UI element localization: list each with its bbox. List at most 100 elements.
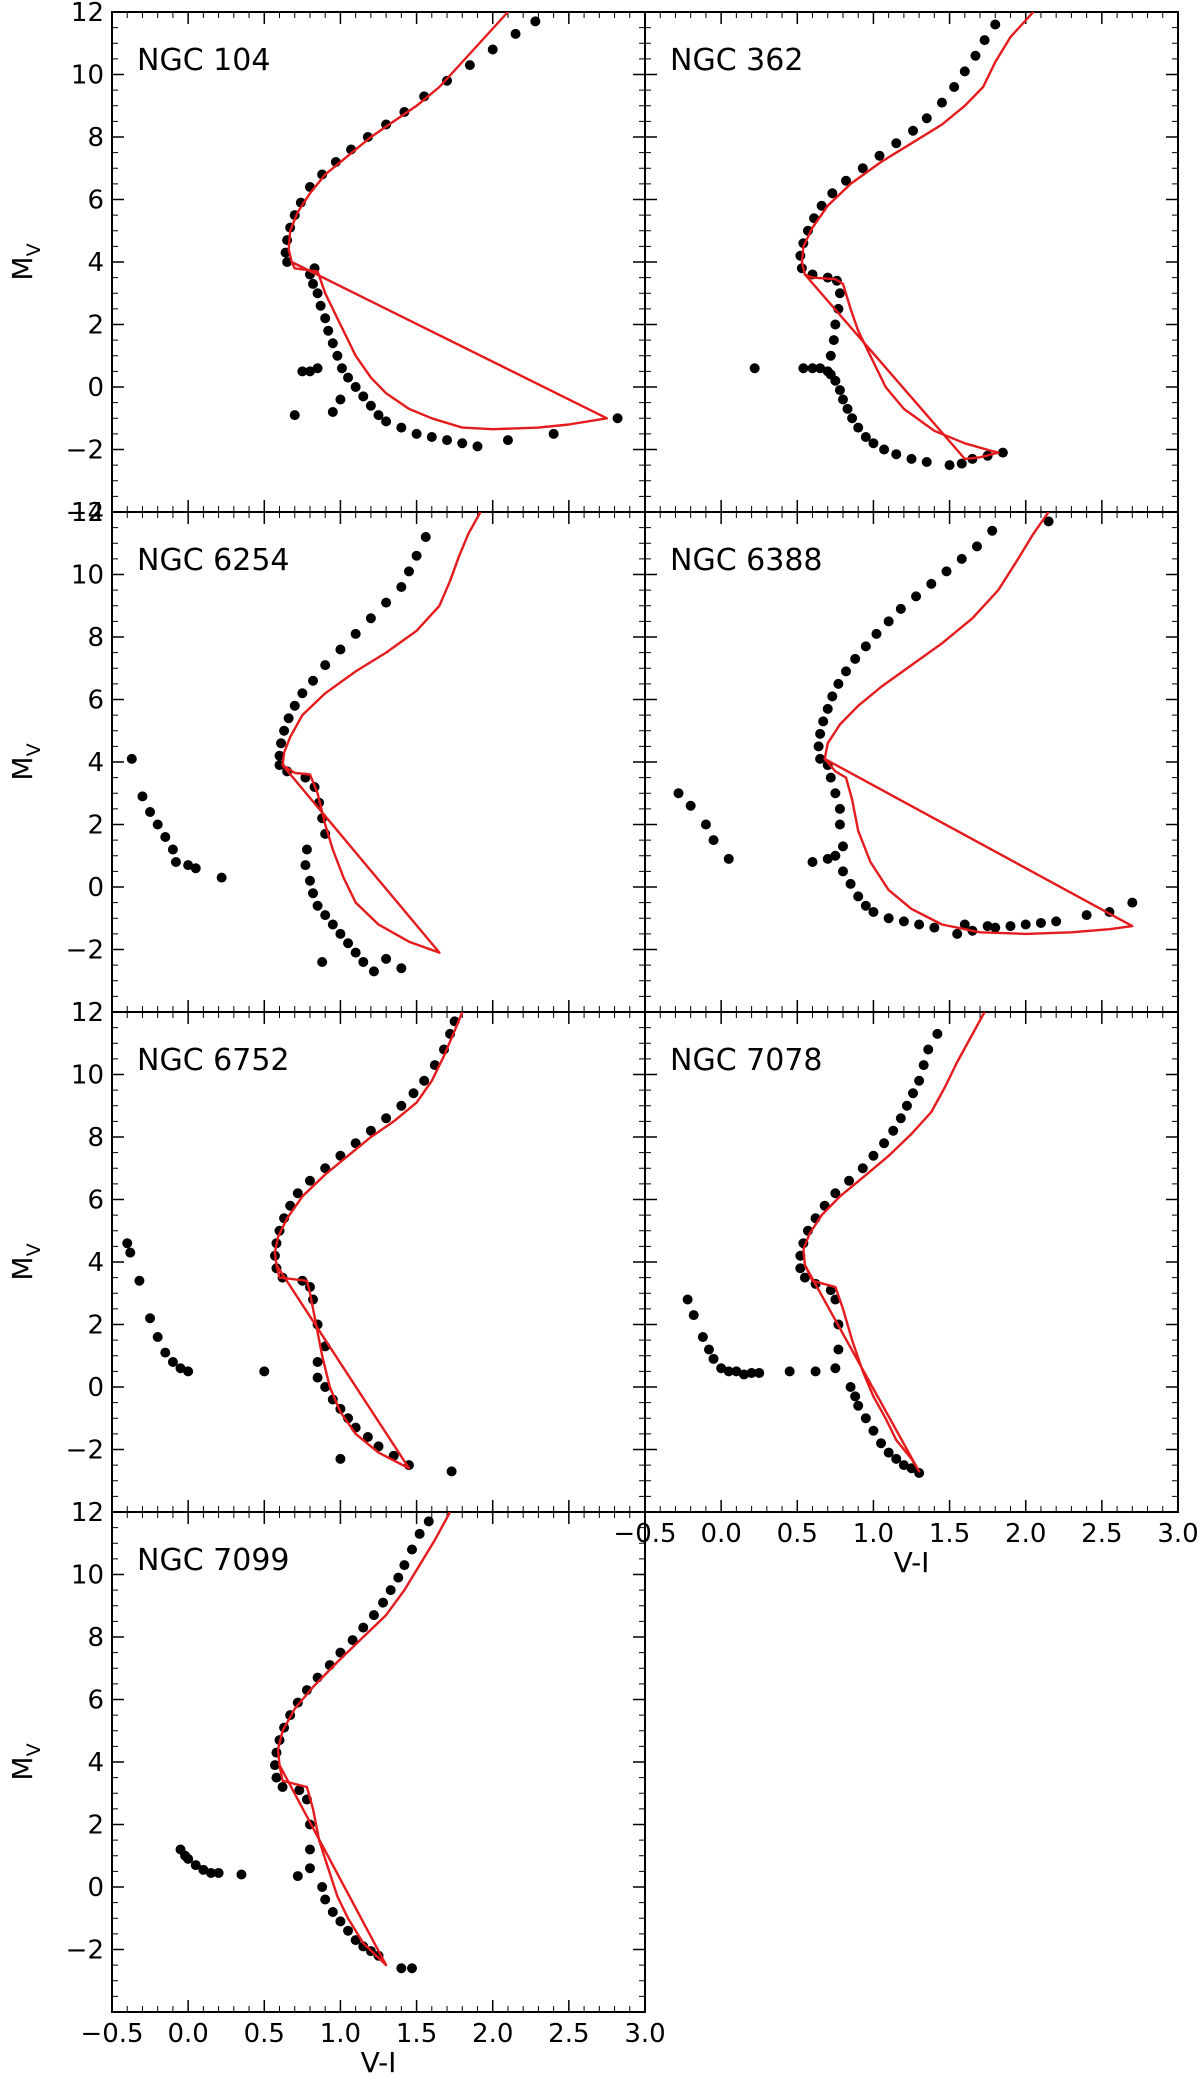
data-point	[918, 1060, 929, 1071]
data-point	[914, 1075, 925, 1086]
data-point	[936, 97, 947, 108]
data-point	[921, 457, 932, 467]
data-point	[411, 428, 422, 439]
data-point	[327, 1907, 338, 1917]
data-point	[137, 791, 148, 802]
data-point	[327, 919, 338, 930]
data-point	[941, 566, 952, 577]
data-point	[487, 44, 498, 55]
data-point	[362, 1432, 373, 1442]
data-point	[914, 919, 925, 930]
data-point	[970, 50, 981, 61]
data-point	[297, 688, 308, 699]
data-point	[891, 138, 902, 149]
data-point	[834, 803, 845, 814]
data-point	[837, 866, 848, 877]
data-point	[827, 691, 838, 702]
data-point	[673, 788, 684, 799]
data-point	[312, 900, 323, 911]
data-point	[312, 1357, 323, 1367]
data-point	[979, 35, 990, 46]
data-point	[170, 857, 181, 867]
y-tick-label: 6	[87, 1686, 104, 1716]
data-point	[134, 1275, 145, 1286]
data-point	[853, 891, 864, 902]
plot-frame	[111, 1011, 646, 1513]
data-point	[396, 582, 407, 592]
data-point	[350, 628, 361, 639]
data-point	[259, 1366, 270, 1377]
data-point	[807, 857, 818, 867]
data-point	[731, 1366, 742, 1377]
data-point	[304, 875, 315, 886]
y-axis-label-sub: V	[23, 1243, 45, 1256]
data-point	[317, 957, 328, 967]
data-point	[883, 913, 894, 924]
data-point	[347, 1635, 358, 1646]
y-tick-label: 0	[87, 1373, 104, 1403]
data-point	[335, 394, 346, 405]
data-point	[818, 716, 829, 727]
data-point	[860, 1413, 871, 1424]
data-point	[350, 1138, 361, 1149]
data-point	[190, 1860, 201, 1871]
data-point	[857, 1163, 868, 1174]
data-point	[510, 28, 521, 39]
isochrone-line	[273, 1012, 464, 1470]
data-point	[335, 1453, 346, 1464]
data-point	[860, 900, 871, 911]
data-point	[830, 1363, 841, 1374]
x-axis-label: V-I	[894, 1546, 930, 1579]
panel-ngc-362: NGC 362	[644, 11, 1179, 513]
data-point	[810, 1366, 821, 1377]
data-point	[315, 300, 326, 311]
y-axis-label-main: M	[6, 1756, 39, 1780]
data-point	[350, 382, 361, 392]
data-point	[472, 441, 483, 452]
y-axis-label-sub: V	[23, 243, 45, 256]
data-point	[716, 1363, 727, 1374]
data-point	[682, 1294, 693, 1305]
data-point	[294, 1785, 305, 1796]
data-layer	[122, 1012, 464, 1477]
data-point	[813, 741, 824, 752]
data-point	[396, 1963, 407, 1974]
data-point	[879, 1138, 890, 1149]
data-point	[152, 819, 163, 830]
data-layer	[682, 1012, 986, 1478]
data-point	[358, 391, 369, 402]
data-point	[502, 435, 513, 446]
isochrone-line	[287, 12, 609, 431]
data-point	[1020, 919, 1031, 930]
data-point	[420, 532, 431, 542]
data-point	[798, 363, 809, 374]
isochrone-line	[800, 12, 1035, 461]
data-point	[378, 1597, 389, 1608]
data-point	[959, 919, 970, 930]
data-point	[822, 853, 833, 864]
y-axis-label-sub: V	[23, 743, 45, 756]
data-point	[368, 1610, 379, 1621]
data-point	[830, 850, 841, 861]
data-point	[423, 1516, 434, 1527]
data-point	[167, 1357, 178, 1367]
plot-frame	[644, 11, 1179, 513]
data-point	[844, 1175, 855, 1186]
data-point	[320, 1382, 331, 1392]
data-point	[343, 372, 354, 383]
data-point	[828, 335, 839, 346]
data-point	[850, 653, 861, 664]
data-point	[308, 675, 319, 686]
data-point	[274, 750, 285, 761]
data-point	[320, 1163, 331, 1174]
x-tick-label: 2.0	[1005, 1519, 1046, 1549]
data-point	[358, 1941, 369, 1952]
data-point	[834, 385, 845, 396]
data-layer	[126, 512, 482, 977]
data-point	[895, 1113, 906, 1124]
data-point	[845, 878, 856, 889]
data-point	[312, 1372, 323, 1383]
x-tick-label: 2.5	[548, 2019, 589, 2049]
data-point	[312, 288, 323, 299]
